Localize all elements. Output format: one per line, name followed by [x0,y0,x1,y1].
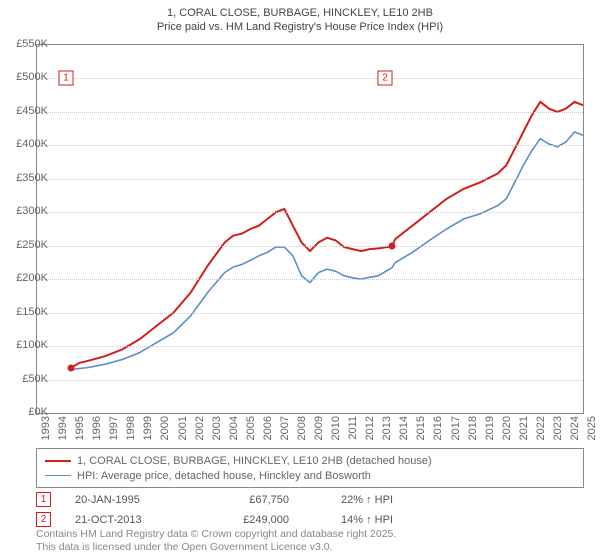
transaction-pct-2: 14% ↑ HPI [313,514,393,526]
transaction-marker-1: 1 [36,492,51,507]
series-price_paid [71,102,583,368]
x-axis-label: 2003 [211,416,223,444]
transaction-row-1: 1 20-JAN-1995 £67,750 22% ↑ HPI [36,492,393,507]
y-axis-label: £350K [6,172,48,184]
x-axis-label: 2009 [313,416,325,444]
x-axis-label: 2016 [432,416,444,444]
y-axis-label: £200K [6,272,48,284]
x-axis-label: 2015 [415,416,427,444]
gridline [37,112,583,113]
gridline [37,212,583,213]
y-axis-label: £250K [6,239,48,251]
x-axis-label: 2004 [228,416,240,444]
x-axis-label: 2000 [159,416,171,444]
gridline [37,380,583,381]
legend-swatch-2 [45,475,71,477]
transaction-price-2: £249,000 [199,514,289,526]
x-axis-label: 2019 [484,416,496,444]
y-axis-label: £150K [6,306,48,318]
x-axis-label: 2012 [364,416,376,444]
footer-line-1: Contains HM Land Registry data © Crown c… [36,528,396,541]
plot-area: 12 [36,44,584,414]
transaction-pct-1: 22% ↑ HPI [313,494,393,506]
x-axis-label: 1994 [57,416,69,444]
x-axis-label: 2025 [586,416,598,444]
gridline [37,246,583,247]
y-axis-label: £550K [6,38,48,50]
legend-row-1: 1, CORAL CLOSE, BURBAGE, HINCKLEY, LE10 … [45,453,575,468]
marker-label: 2 [378,71,393,86]
chart-container: 1, CORAL CLOSE, BURBAGE, HINCKLEY, LE10 … [0,0,600,560]
x-axis-label: 2010 [330,416,342,444]
transaction-row-2: 2 21-OCT-2013 £249,000 14% ↑ HPI [36,512,393,527]
y-axis-label: £450K [6,105,48,117]
gridline [37,346,583,347]
x-axis-label: 2018 [467,416,479,444]
x-axis-label: 2013 [381,416,393,444]
y-axis-label: £100K [6,339,48,351]
legend-label-1: 1, CORAL CLOSE, BURBAGE, HINCKLEY, LE10 … [77,455,432,467]
marker-dot [68,364,75,371]
x-axis-label: 1999 [142,416,154,444]
x-axis-label: 2014 [398,416,410,444]
x-axis-label: 2007 [279,416,291,444]
gridline [37,78,583,79]
x-axis-label: 2024 [569,416,581,444]
x-axis-label: 2002 [194,416,206,444]
transaction-marker-2: 2 [36,512,51,527]
x-axis-label: 1996 [91,416,103,444]
legend-swatch-1 [45,460,71,462]
x-axis-label: 2005 [245,416,257,444]
legend: 1, CORAL CLOSE, BURBAGE, HINCKLEY, LE10 … [36,448,584,488]
title-line-2: Price paid vs. HM Land Registry's House … [0,20,600,34]
footer-line-2: This data is licensed under the Open Gov… [36,541,396,554]
x-axis-label: 2022 [535,416,547,444]
x-axis-label: 2008 [296,416,308,444]
x-axis-label: 2023 [552,416,564,444]
x-axis-label: 1993 [40,416,52,444]
x-axis-label: 2001 [177,416,189,444]
y-axis-label: £300K [6,205,48,217]
x-axis-label: 2006 [262,416,274,444]
x-axis-label: 2011 [347,416,359,444]
gridline [37,279,583,280]
x-axis-label: 2017 [450,416,462,444]
gridline [37,179,583,180]
y-axis-label: £50K [6,373,48,385]
transaction-date-1: 20-JAN-1995 [75,494,175,506]
gridline [37,313,583,314]
title-line-1: 1, CORAL CLOSE, BURBAGE, HINCKLEY, LE10 … [0,6,600,20]
chart-title: 1, CORAL CLOSE, BURBAGE, HINCKLEY, LE10 … [0,0,600,35]
y-axis-label: £400K [6,138,48,150]
y-axis-label: £500K [6,71,48,83]
gridline [37,145,583,146]
x-axis-label: 1995 [74,416,86,444]
plot-svg [37,45,583,413]
transaction-price-1: £67,750 [199,494,289,506]
footer: Contains HM Land Registry data © Crown c… [36,528,396,554]
transaction-date-2: 21-OCT-2013 [75,514,175,526]
x-axis-label: 2020 [501,416,513,444]
x-axis-label: 1997 [108,416,120,444]
x-axis-label: 1998 [125,416,137,444]
x-axis-label: 2021 [518,416,530,444]
legend-row-2: HPI: Average price, detached house, Hinc… [45,468,575,483]
marker-dot [388,243,395,250]
legend-label-2: HPI: Average price, detached house, Hinc… [77,470,371,482]
marker-label: 1 [59,71,74,86]
